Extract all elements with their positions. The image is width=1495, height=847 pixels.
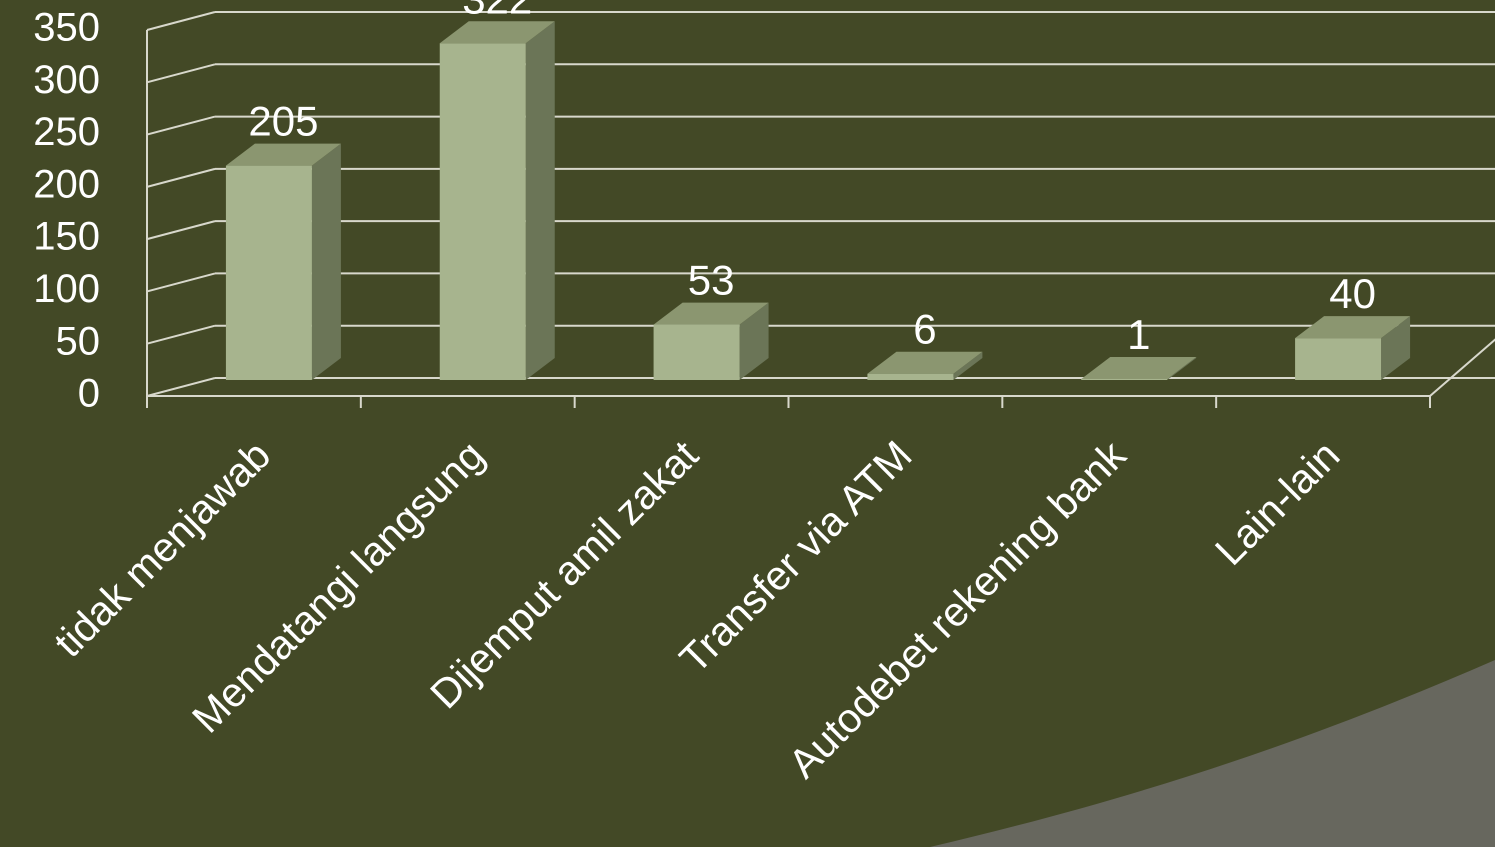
y-tick-label: 150 — [33, 215, 100, 259]
gridlines — [146, 11, 1495, 397]
data-label: 322 — [462, 0, 532, 22]
data-label: 6 — [913, 306, 936, 353]
bar-top — [1295, 316, 1411, 339]
bar — [1081, 356, 1197, 380]
bars — [225, 21, 1411, 381]
bar-front — [1081, 378, 1168, 380]
bar-front — [1295, 338, 1382, 380]
data-label: 205 — [248, 98, 318, 145]
bar — [867, 351, 983, 380]
gridline-side — [146, 324, 216, 345]
y-tick-label: 200 — [33, 162, 100, 206]
bar-top — [225, 143, 341, 166]
data-label: 53 — [688, 257, 735, 304]
gridline-side — [146, 220, 216, 241]
bar-side — [311, 143, 341, 380]
gridline-side — [146, 272, 216, 293]
gridline-side — [146, 377, 216, 397]
bar-top — [653, 302, 769, 325]
gridline-side — [146, 63, 216, 84]
y-tick-label: 250 — [33, 110, 100, 154]
corner-shape — [930, 660, 1495, 847]
bar-side — [1167, 356, 1197, 380]
bar-top — [1081, 356, 1197, 379]
bar-side — [739, 302, 769, 380]
bar-front — [225, 165, 312, 380]
bar-top — [439, 21, 555, 44]
y-tick-label: 350 — [33, 6, 100, 50]
floor-right-edge — [1429, 338, 1495, 397]
bar-top — [867, 351, 983, 374]
bar-side — [1381, 316, 1411, 380]
gridline-side — [146, 167, 216, 188]
gridline-side — [146, 115, 216, 136]
bar — [653, 302, 769, 380]
bar-side — [525, 21, 555, 381]
data-label: 1 — [1127, 311, 1150, 358]
bar-front — [439, 43, 526, 380]
y-tick-label: 300 — [33, 58, 100, 102]
bar-front — [653, 324, 740, 380]
gridline-side — [146, 11, 216, 31]
y-tick-label: 100 — [33, 267, 100, 311]
bar — [439, 21, 555, 381]
bar — [1295, 316, 1411, 380]
data-label: 40 — [1329, 270, 1376, 317]
y-tick-label: 50 — [56, 319, 101, 363]
bar-side — [953, 351, 983, 380]
axes — [146, 30, 1495, 408]
bar-front — [867, 373, 954, 380]
y-tick-label: 0 — [78, 372, 100, 416]
bar — [225, 143, 341, 380]
